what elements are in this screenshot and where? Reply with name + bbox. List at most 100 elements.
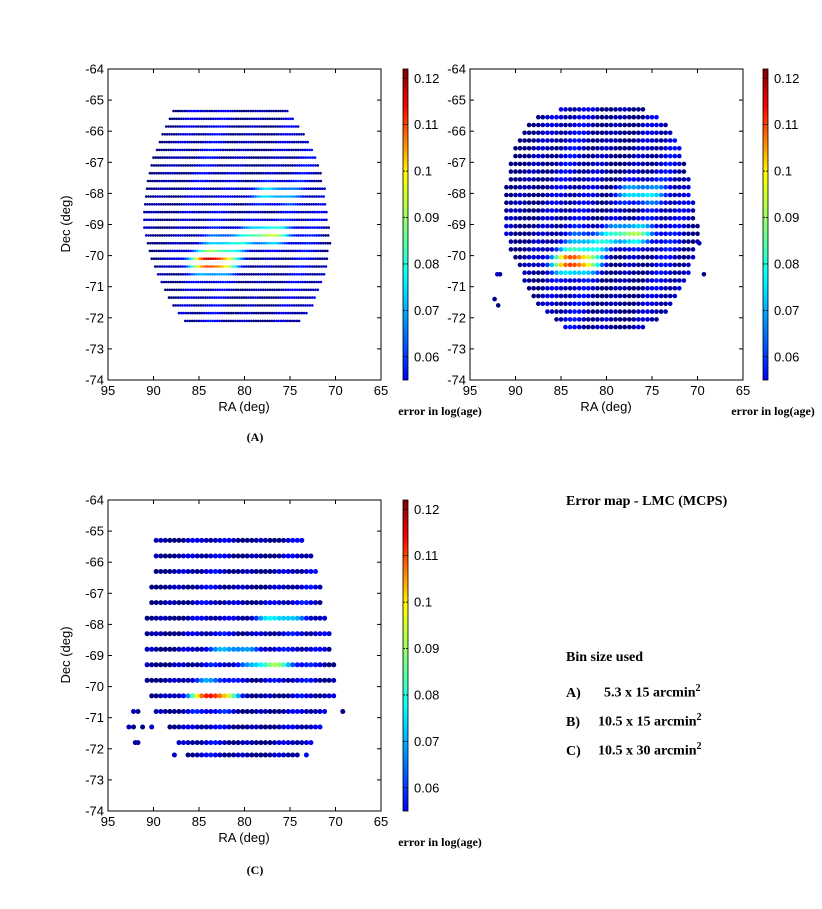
data-point <box>278 280 282 284</box>
data-point <box>217 125 220 128</box>
data-point <box>276 148 280 152</box>
y-tick-label: -69 <box>85 648 104 663</box>
data-point <box>243 273 246 276</box>
data-point <box>206 226 210 229</box>
data-point <box>627 107 632 112</box>
data-point <box>239 257 242 261</box>
data-point <box>181 740 186 746</box>
data-point <box>180 164 183 167</box>
data-point <box>281 584 287 590</box>
data-point <box>228 203 231 206</box>
data-point <box>253 569 259 574</box>
data-point <box>316 249 320 253</box>
data-point <box>218 164 222 167</box>
data-point <box>210 296 214 299</box>
data-point <box>158 140 162 144</box>
data-point <box>288 226 292 229</box>
data-point <box>167 693 173 699</box>
data-point <box>654 309 659 314</box>
data-point <box>281 265 285 268</box>
data-point <box>153 600 159 606</box>
data-point <box>326 249 329 253</box>
data-point <box>184 218 187 222</box>
data-point <box>599 138 605 143</box>
data-point <box>310 241 314 245</box>
data-point <box>270 195 273 198</box>
data-point <box>316 210 319 214</box>
data-point <box>294 553 300 559</box>
data-point <box>667 153 673 159</box>
data-point <box>249 280 252 284</box>
data-point <box>153 646 159 652</box>
data-point <box>276 677 282 683</box>
data-point <box>517 138 523 143</box>
data-point <box>285 709 291 714</box>
data-point <box>175 288 178 292</box>
data-point <box>672 192 678 198</box>
data-point <box>296 249 300 253</box>
data-point <box>658 301 664 307</box>
data-point <box>604 130 609 136</box>
data-point <box>281 752 287 758</box>
data-point <box>276 171 279 175</box>
data-point <box>313 273 317 276</box>
data-point <box>213 210 217 214</box>
data-point <box>536 130 541 136</box>
data-point <box>313 265 316 268</box>
data-point <box>278 171 281 175</box>
data-point <box>310 179 314 183</box>
data-point <box>285 600 291 606</box>
x-tick-label: 85 <box>554 383 568 398</box>
data-point <box>613 270 618 276</box>
data-point <box>211 117 215 121</box>
data-point <box>235 693 241 699</box>
data-point <box>667 254 673 260</box>
data-point <box>189 203 193 206</box>
data-point <box>595 286 600 291</box>
data-point <box>250 203 254 206</box>
data-point <box>190 600 196 606</box>
data-point <box>259 319 262 323</box>
data-point <box>189 187 192 190</box>
data-point <box>194 569 200 574</box>
axes: 95 90 85 80 75 70 65-64-65-66-67-68-69-70-71-7… <box>85 62 388 399</box>
data-point <box>222 296 225 299</box>
data-point <box>663 223 668 229</box>
data-point <box>291 210 294 214</box>
data-point <box>190 646 196 652</box>
data-point <box>171 600 177 606</box>
data-point <box>558 254 564 260</box>
data-point <box>222 537 227 543</box>
data-point <box>231 537 237 543</box>
data-point <box>536 247 541 252</box>
data-point <box>191 187 194 190</box>
data-point <box>193 257 197 261</box>
data-point <box>654 192 659 198</box>
data-point <box>586 107 591 112</box>
data-point <box>266 203 270 206</box>
data-point <box>244 179 248 183</box>
data-point <box>645 262 650 268</box>
data-point <box>309 187 313 190</box>
data-point <box>187 203 190 206</box>
data-point <box>540 239 546 244</box>
data-point <box>595 231 600 237</box>
data-point <box>194 280 198 284</box>
data-point <box>256 304 260 307</box>
data-point <box>234 257 238 261</box>
data-point <box>254 117 258 121</box>
data-point <box>322 631 328 637</box>
data-point <box>299 677 305 683</box>
data-point <box>240 662 246 668</box>
data-point <box>179 133 183 136</box>
data-point <box>245 234 248 237</box>
data-point <box>622 153 627 159</box>
data-point <box>277 133 280 136</box>
data-point <box>208 646 214 652</box>
data-point <box>586 122 591 128</box>
data-point <box>649 114 655 120</box>
data-point <box>608 200 614 205</box>
data-point <box>267 234 271 237</box>
data-point <box>272 615 277 621</box>
data-point <box>181 109 184 113</box>
